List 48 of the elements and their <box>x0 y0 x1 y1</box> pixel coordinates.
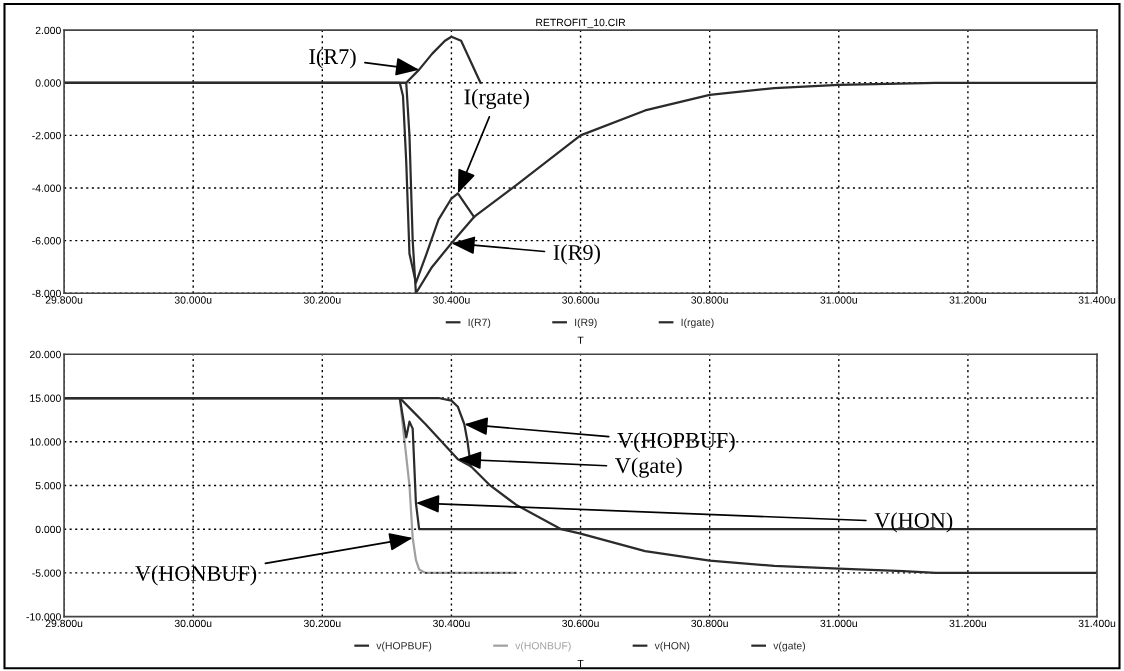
y-tick-label: 0.000 <box>35 525 61 534</box>
legend-label: I(rgate) <box>681 318 714 329</box>
x-tick-label: 30.800u <box>691 619 728 628</box>
legend-label: v(HON) <box>654 641 690 652</box>
x-tick-label: 31.200u <box>949 296 987 304</box>
y-tick-label: -5.000 <box>32 569 61 577</box>
x-tick-label: 31.200u <box>949 619 987 628</box>
y-tick-label: 10.000 <box>30 438 61 446</box>
y-tick-label: -4.000 <box>32 184 61 192</box>
x-tick-label: 30.000u <box>174 296 212 304</box>
chart-title: RETROFIT_10.CIR <box>536 18 626 29</box>
x-tick-label: 31.000u <box>820 296 857 304</box>
legend-label: v(gate) <box>773 641 806 652</box>
x-tick-label: 31.400u <box>1078 619 1116 628</box>
y-tick-label: -8.000 <box>32 289 61 298</box>
annotation: I(R9) <box>553 244 600 265</box>
x-tick-label: 30.000u <box>174 619 212 628</box>
y-tick-label: -6.000 <box>32 237 61 245</box>
x-tick-label: 30.400u <box>433 619 470 628</box>
annotation: I(rgate) <box>464 88 529 109</box>
x-tick-label: 30.200u <box>303 296 341 304</box>
annotation: I(R7) <box>309 48 356 69</box>
x-tick-label: 30.600u <box>562 619 599 628</box>
legend-label: I(R9) <box>575 318 597 329</box>
y-tick-label: 2.000 <box>35 26 61 35</box>
legend-label: v(HOPBUF) <box>376 641 432 652</box>
x-tick-label: 30.200u <box>303 619 341 628</box>
annotation: V(HON) <box>874 512 953 533</box>
annotation: V(HOPBUF) <box>617 432 735 453</box>
x-tick-label: 30.400u <box>433 296 470 304</box>
x-axis-title: T <box>577 660 584 668</box>
x-tick-label: 29.800u <box>45 296 83 304</box>
y-tick-label: -10.000 <box>26 613 61 621</box>
annotation: V(gate) <box>615 457 682 478</box>
legend-label: v(HONBUF) <box>515 641 571 652</box>
y-tick-label: 20.000 <box>29 350 61 359</box>
x-tick-label: 31.000u <box>820 619 857 628</box>
x-axis-title: T <box>577 336 584 344</box>
annotation: V(HONBUF) <box>135 565 257 586</box>
x-tick-label: 30.600u <box>562 296 599 304</box>
y-tick-label: 5.000 <box>35 481 61 490</box>
y-tick-label: -2.000 <box>32 131 61 140</box>
legend-label: I(R7) <box>468 318 491 329</box>
x-tick-label: 31.400u <box>1078 296 1116 304</box>
x-tick-label: 29.800u <box>45 619 83 628</box>
x-tick-label: 30.800u <box>691 296 728 304</box>
y-tick-label: 0.000 <box>35 79 61 87</box>
y-tick-label: 15.000 <box>30 394 61 402</box>
